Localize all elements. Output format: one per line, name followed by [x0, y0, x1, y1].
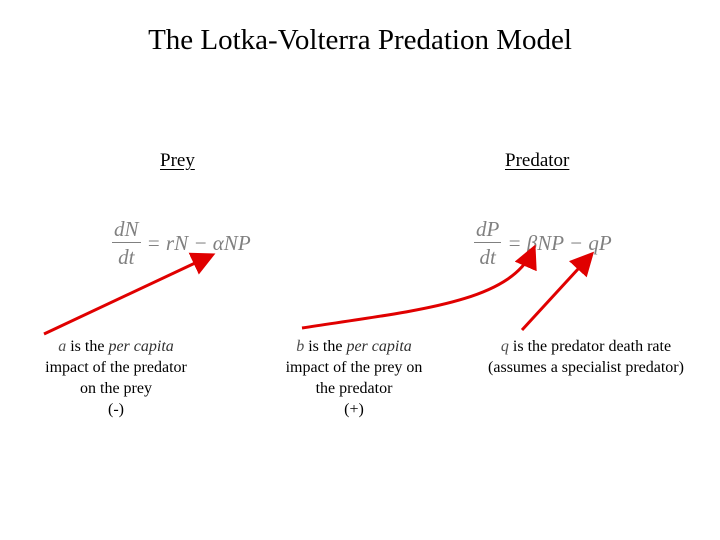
beta-description-line1: b is the per capita [254, 336, 454, 357]
beta-description: b is the per capita impact of the prey o… [254, 336, 454, 420]
q-description: q is the predator death rate (assumes a … [466, 336, 706, 378]
alpha-line1-prefix: is the [66, 338, 109, 355]
q-description-line2: (assumes a specialist predator) [488, 359, 684, 376]
alpha-symbol: a [58, 338, 67, 355]
prey-equation: dN dt = rN − αNP [112, 218, 251, 268]
beta-description-sign: (+) [344, 401, 364, 418]
prey-heading: Prey [160, 150, 195, 171]
predator-equation: dP dt = βNP − qP [474, 218, 612, 268]
predator-equation-numerator: dP [474, 218, 502, 244]
q-line1-text: is the predator death rate [508, 338, 672, 355]
alpha-description-sign: (-) [108, 401, 124, 418]
predator-equation-fraction: dP dt [474, 218, 502, 270]
prey-equation-numerator: dN [112, 218, 141, 244]
predator-heading: Predator [505, 150, 570, 171]
q-symbol: q [500, 338, 509, 355]
prey-equation-denominator: dt [118, 245, 135, 270]
predator-equation-denominator: dt [479, 245, 496, 270]
prey-equation-rhs: = rN − αNP [146, 230, 251, 255]
q-description-line1: q is the predator death rate [466, 336, 706, 357]
alpha-description-line3: on the prey [80, 380, 152, 397]
beta-description-line2: impact of the prey on [285, 359, 423, 376]
beta-symbol: b [296, 338, 305, 355]
prey-equation-fraction: dN dt [112, 218, 141, 268]
page-title: The Lotka-Volterra Predation Model [148, 24, 572, 56]
alpha-description-line2: impact of the predator [45, 359, 187, 376]
beta-per-capita: per capita [346, 338, 412, 355]
beta-description-line3: the predator [315, 380, 393, 397]
alpha-description-line1: a is the per capita [16, 336, 216, 357]
beta-line1-prefix: is the [304, 338, 347, 355]
alpha-description: a is the per capita impact of the predat… [16, 336, 216, 420]
alpha-per-capita: per capita [108, 338, 174, 355]
predator-equation-rhs: = βNP − qP [507, 230, 612, 255]
